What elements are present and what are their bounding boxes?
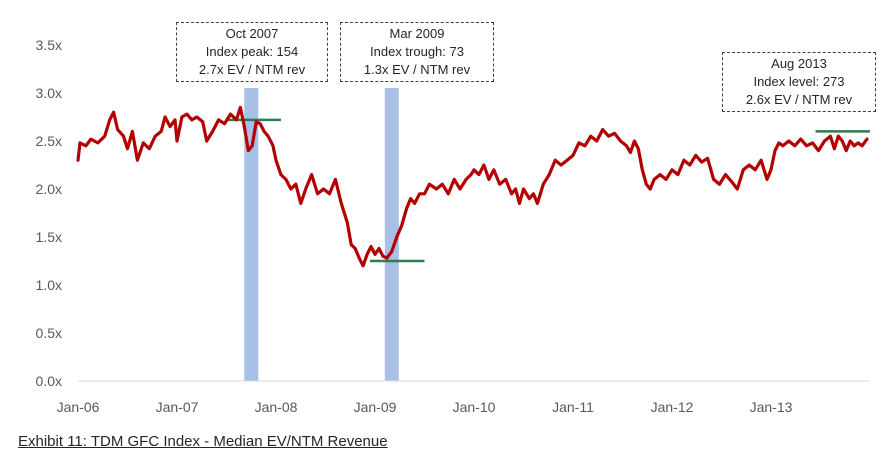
annotation-line: Index level: 273: [753, 74, 845, 89]
x-tick-label: Jan-06: [57, 399, 100, 415]
annotation-mar-2009: Mar 2009 Index trough: 73 1.3x EV / NTM …: [340, 22, 494, 82]
annotation-line: 2.7x EV / NTM rev: [198, 62, 306, 77]
annotation-aug-2013: Aug 2013 Index level: 273 2.6x EV / NTM …: [722, 52, 876, 112]
x-tick-label: Jan-13: [750, 399, 793, 415]
y-tick-label: 1.5x: [36, 229, 62, 245]
recession-band: [384, 88, 399, 381]
annotation-line: Mar 2009: [389, 26, 445, 41]
chart-caption: Exhibit 11: TDM GFC Index - Median EV/NT…: [18, 433, 388, 450]
x-tick-label: Jan-12: [651, 399, 694, 415]
annotation-line: Oct 2007: [225, 26, 279, 41]
annotation-oct-2007: Oct 2007 Index peak: 154 2.7x EV / NTM r…: [176, 22, 328, 82]
annotation-line: Index trough: 73: [370, 44, 464, 59]
annotation-line: Aug 2013: [771, 56, 827, 71]
y-tick-label: 1.0x: [36, 277, 62, 293]
x-tick-label: Jan-08: [255, 399, 298, 415]
annotation-line: Index peak: 154: [205, 44, 299, 59]
annotation-line: 2.6x EV / NTM rev: [745, 92, 853, 107]
x-tick-label: Jan-07: [156, 399, 199, 415]
x-tick-label: Jan-10: [453, 399, 496, 415]
x-tick-label: Jan-09: [354, 399, 397, 415]
y-tick-label: 3.5x: [36, 37, 62, 53]
annotation-line: 1.3x EV / NTM rev: [363, 62, 471, 77]
y-tick-label: 0.5x: [36, 325, 62, 341]
y-tick-label: 2.0x: [36, 181, 62, 197]
y-tick-label: 2.5x: [36, 133, 62, 149]
y-tick-label: 0.0x: [36, 373, 62, 389]
x-tick-label: Jan-11: [552, 399, 594, 415]
recession-band: [244, 88, 259, 381]
series-line: [76, 105, 869, 268]
y-tick-label: 3.0x: [36, 85, 62, 101]
